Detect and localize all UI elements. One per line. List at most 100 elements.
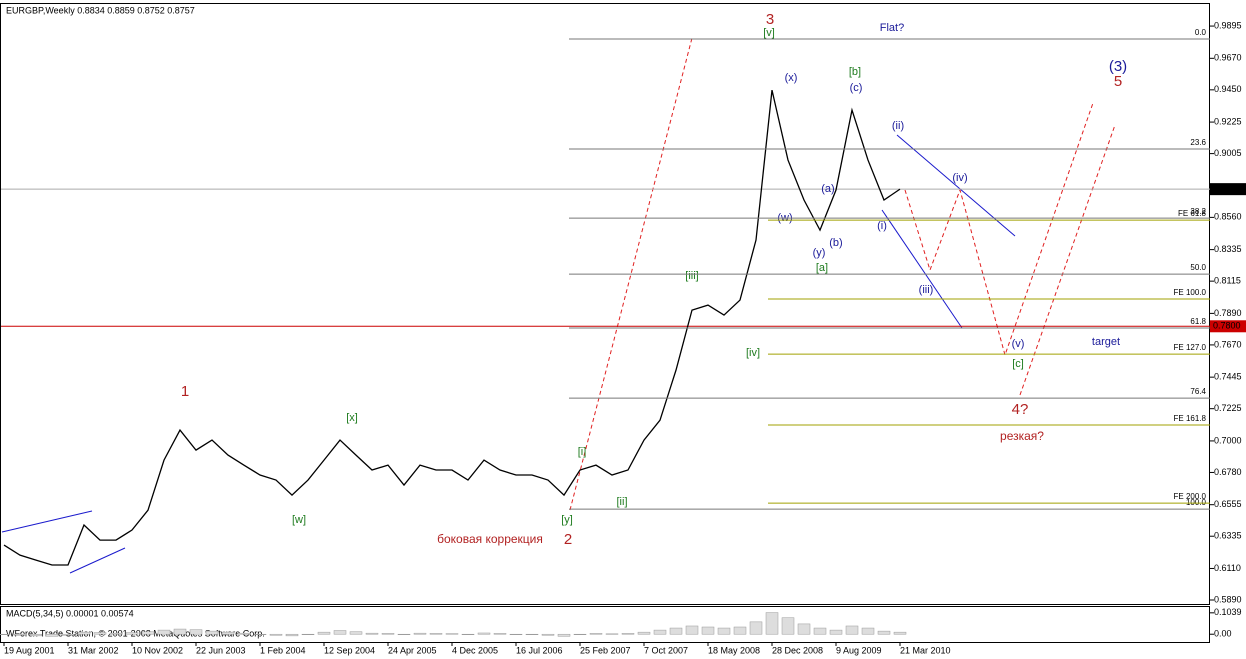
fe-label: FE 61.8: [1178, 209, 1207, 218]
macd-bar: [173, 628, 187, 635]
x-tick-label: 10 Nov 2002: [132, 645, 183, 655]
wave-label: (a): [821, 183, 834, 195]
x-tick-label: 4 Dec 2005: [452, 645, 498, 655]
macd-bar: [589, 633, 603, 635]
note: Flat?: [880, 22, 904, 34]
macd-bar: [333, 630, 347, 635]
channel-line: [1, 510, 93, 533]
channel-line: [896, 134, 1016, 237]
macd-tick-label: 0.1039: [1214, 607, 1242, 617]
projection-line: [1019, 124, 1116, 396]
fib-label: 0.0: [1195, 28, 1207, 37]
macd-bar: [877, 630, 891, 635]
macd-bar: [157, 629, 171, 635]
fib-label: 38.2: [1190, 207, 1206, 216]
wave-label: [b]: [849, 66, 861, 78]
macd-bar: [365, 632, 379, 635]
wave-label: (iv): [952, 172, 967, 184]
fe-label: FE 100.0: [1174, 288, 1207, 297]
x-tick-label: 7 Oct 2007: [644, 645, 688, 655]
macd-frame: [0, 606, 1210, 643]
wave-label: [c]: [1012, 358, 1024, 370]
macd-bar: [45, 633, 59, 637]
macd-bar: [413, 632, 427, 635]
fe-label: FE 161.8: [1174, 414, 1207, 423]
macd-bar: [189, 629, 203, 635]
macd-bar: [349, 631, 363, 635]
wave-label: 2: [564, 531, 572, 548]
note: резкая?: [1000, 429, 1044, 443]
y-tick-label: 0.8560: [1214, 212, 1242, 222]
wave-label: 1: [181, 383, 189, 400]
macd-bar: [269, 633, 283, 636]
wave-label: 3: [766, 11, 774, 28]
price-label: 0.8757: [1213, 184, 1241, 194]
plot-frame: [0, 3, 1210, 605]
macd-bar: [477, 632, 491, 635]
wave-label: [x]: [346, 412, 358, 424]
x-tick-label: 19 Aug 2001: [4, 645, 55, 655]
x-tick-label: 21 Mar 2010: [900, 645, 951, 655]
macd-bar: [845, 625, 859, 635]
projection-line: [569, 37, 693, 511]
macd-tick-label: 0.00: [1214, 629, 1232, 639]
x-tick-label: 28 Dec 2008: [772, 645, 823, 655]
macd-bar: [701, 626, 715, 635]
y-tick-label: 0.9005: [1214, 148, 1242, 158]
y-tick-label: 0.9225: [1214, 116, 1242, 126]
macd-bar: [397, 633, 411, 635]
wave-label: (i): [877, 220, 887, 232]
macd-bar: [205, 630, 219, 635]
macd-bar: [893, 631, 907, 635]
x-tick-label: 16 Jul 2006: [516, 645, 563, 655]
macd-bar: [669, 627, 683, 635]
price-label: 0.7800: [1213, 321, 1241, 331]
wave-label: [i]: [578, 446, 587, 458]
wave-label: [a]: [816, 262, 828, 274]
projection-line: [904, 102, 1094, 357]
fe-label: FE 200.0: [1174, 492, 1207, 501]
macd-bar: [797, 623, 811, 635]
fib-label: 50.0: [1190, 263, 1206, 272]
macd-bar: [765, 612, 779, 635]
y-tick-label: 0.7890: [1214, 308, 1242, 318]
macd-bar: [717, 627, 731, 635]
wave-label: (y): [813, 247, 826, 259]
macd-title: MACD(5,34,5) 0.00001 0.00574: [6, 608, 134, 618]
macd-bar: [637, 631, 651, 635]
y-tick-label: 0.6110: [1214, 563, 1241, 573]
macd-bar: [29, 633, 43, 637]
note: target: [1092, 336, 1120, 348]
y-tick-label: 0.6335: [1214, 531, 1242, 541]
macd-bar: [461, 633, 475, 635]
wave-label: (ii): [892, 120, 904, 132]
wave-label: (c): [850, 82, 863, 94]
price-line-series: [3, 89, 901, 566]
macd-bar: [861, 627, 875, 635]
wave-label: (v): [1012, 338, 1025, 350]
wave-label: [y]: [561, 514, 573, 526]
chart-title: EURGBP,Weekly 0.8834 0.8859 0.8752 0.875…: [6, 5, 195, 15]
macd-bar: [77, 631, 91, 635]
macd-bar: [237, 632, 251, 635]
y-tick-label: 0.6780: [1214, 467, 1242, 477]
price-box: [1210, 320, 1246, 333]
macd-bar: [781, 617, 795, 635]
channel-line: [881, 209, 963, 329]
y-tick-label: 0.9450: [1214, 84, 1242, 94]
wave-label: 5: [1114, 73, 1122, 90]
x-tick-label: 24 Apr 2005: [388, 645, 437, 655]
y-tick-label: 0.8335: [1214, 244, 1242, 254]
fib-label: 76.4: [1190, 387, 1206, 396]
wave-label: (iii): [919, 284, 934, 296]
x-tick-label: 22 Jun 2003: [196, 645, 246, 655]
x-tick-label: 18 May 2008: [708, 645, 760, 655]
x-tick-label: 9 Aug 2009: [836, 645, 882, 655]
fib-label: 61.8: [1190, 317, 1206, 326]
macd-bar: [301, 633, 315, 635]
macd-bar: [141, 631, 155, 635]
y-tick-label: 0.7225: [1214, 403, 1242, 413]
wave-label: 4?: [1012, 401, 1029, 418]
macd-bar: [749, 621, 763, 635]
